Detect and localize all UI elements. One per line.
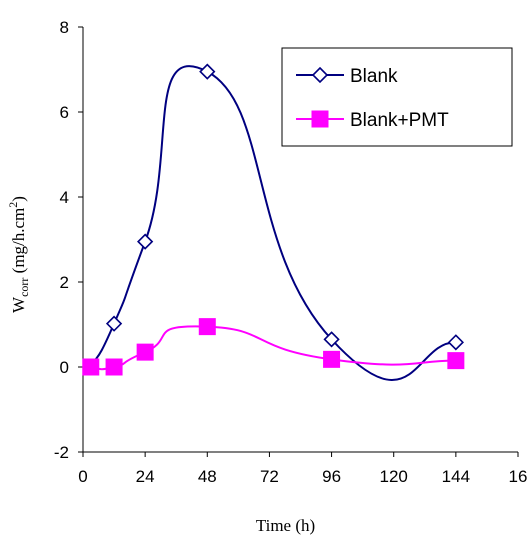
y-axis-title-rest: (mg/h.cm (9, 208, 28, 278)
series-2 (82, 318, 465, 376)
x-axis-title: Time (h) (256, 516, 315, 535)
data-point (323, 331, 340, 348)
legend-item: Blank (296, 66, 398, 87)
data-point (447, 352, 465, 370)
y-tick-label: 8 (60, 18, 69, 37)
y-axis-title-main: W (9, 296, 28, 313)
legend-swatch-marker (311, 66, 329, 84)
legend-label: Blank+PMT (350, 110, 449, 131)
x-tick-label: 72 (260, 467, 279, 486)
y-axis-title: Wcorr (mg/h.cm2) (6, 196, 31, 313)
x-tick-label: 24 (136, 467, 155, 486)
data-point (82, 358, 100, 376)
y-axis-title-sup: 2 (6, 202, 20, 208)
series-layer (82, 63, 465, 381)
legend-swatch-marker (311, 110, 329, 128)
data-point (447, 334, 464, 351)
data-point (198, 318, 216, 336)
y-tick-label: 4 (60, 188, 69, 207)
x-tick-label: 0 (78, 467, 87, 486)
data-point (137, 233, 154, 250)
data-point (199, 63, 216, 80)
legend-box (281, 47, 513, 147)
y-axis-title-sub: corr (17, 278, 31, 297)
x-tick-label: 16 (509, 467, 528, 486)
x-tick-label: 144 (442, 467, 470, 486)
data-point (136, 343, 154, 361)
data-point (105, 315, 123, 332)
y-tick-label: 0 (60, 358, 69, 377)
legend: Blank Blank+PMT (281, 47, 513, 147)
series-line (89, 65, 456, 381)
x-tick-label: 120 (380, 467, 408, 486)
y-tick-label: 2 (60, 273, 69, 292)
data-point (323, 350, 341, 368)
y-tick-label: -2 (54, 443, 69, 462)
x-tick-label: 48 (198, 467, 217, 486)
y-tick-label: 6 (60, 103, 69, 122)
data-point (105, 358, 123, 376)
legend-item: Blank+PMT (296, 110, 449, 131)
legend-label: Blank (350, 66, 398, 87)
y-axis-title-end: ) (9, 196, 28, 202)
x-tick-label: 96 (322, 467, 341, 486)
